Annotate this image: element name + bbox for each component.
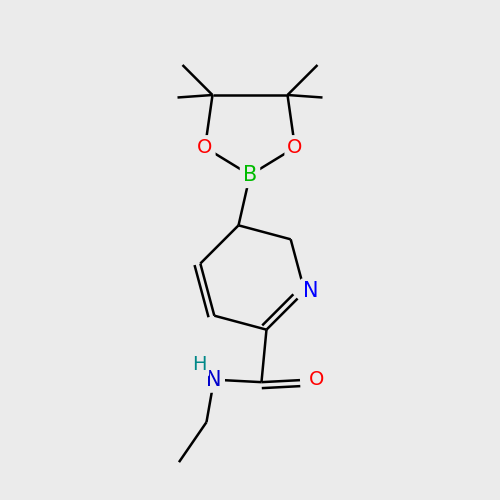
Text: O: O [309,370,324,389]
Text: H: H [192,355,206,374]
Text: O: O [198,138,212,157]
Text: O: O [288,138,302,157]
Text: N: N [206,370,222,390]
Text: B: B [243,165,257,185]
Text: N: N [303,282,318,302]
